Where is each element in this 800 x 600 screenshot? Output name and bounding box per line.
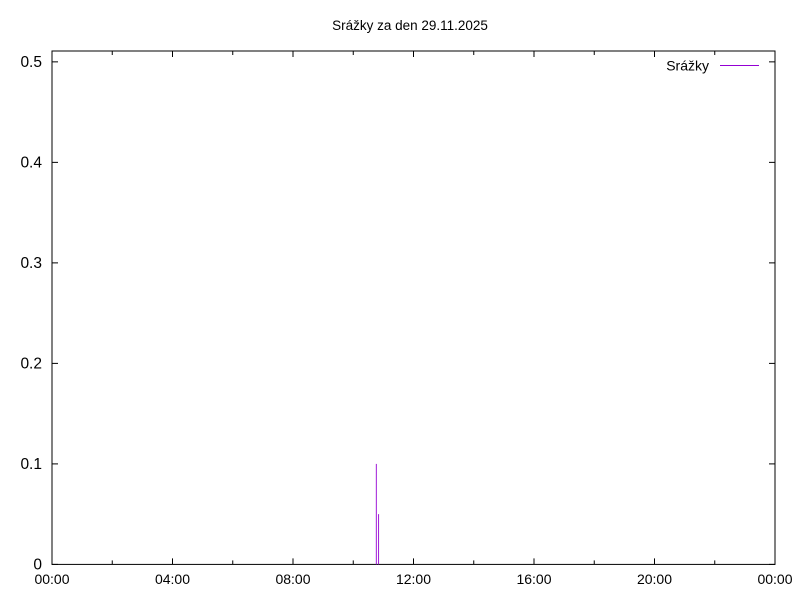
- svg-text:16:00: 16:00: [516, 571, 551, 587]
- svg-text:08:00: 08:00: [275, 571, 310, 587]
- svg-text:00:00: 00:00: [757, 571, 792, 587]
- svg-text:04:00: 04:00: [155, 571, 190, 587]
- svg-text:20:00: 20:00: [637, 571, 672, 587]
- svg-text:0.2: 0.2: [20, 355, 42, 372]
- svg-text:12:00: 12:00: [396, 571, 431, 587]
- svg-text:0.1: 0.1: [20, 456, 42, 473]
- svg-text:0.3: 0.3: [20, 255, 42, 272]
- svg-text:00:00: 00:00: [34, 571, 69, 587]
- svg-text:Srážky za den 29.11.2025: Srážky za den 29.11.2025: [332, 18, 488, 33]
- svg-text:0.5: 0.5: [20, 54, 42, 71]
- svg-text:0.4: 0.4: [20, 154, 42, 171]
- svg-text:Srážky: Srážky: [666, 58, 709, 74]
